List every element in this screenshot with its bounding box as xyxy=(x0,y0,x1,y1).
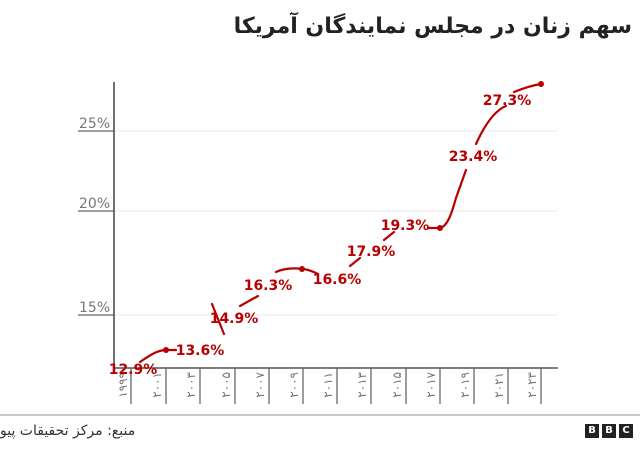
x-tick-1999: ۱۹۹۹ xyxy=(116,372,130,398)
bbc-logo-c: C xyxy=(619,424,633,438)
x-tick-2005: ۲۰۰۵ xyxy=(219,372,233,398)
source-text: منبع: مرکز تحقیقات پیو xyxy=(0,423,136,439)
y-tick-25: 25% xyxy=(79,116,110,132)
data-label-2005: 14.9% xyxy=(210,311,259,327)
data-label-2019: 23.4% xyxy=(449,149,498,165)
x-tick-2021: ۲۰۲۱ xyxy=(492,372,506,398)
data-label-2001: 13.6% xyxy=(176,343,225,359)
y-tick-15: 15% xyxy=(79,300,110,316)
x-tick-2019: ۲۰۱۹ xyxy=(458,372,472,398)
line-chart: 25% 20% 15% ۱۹۹۹ ۲۰۰۱ ۲۰۰۳ ۲۰۰۵ ۲۰۰۷ ۲۰۰… xyxy=(78,81,558,404)
x-tick-2001: ۲۰۰۱ xyxy=(150,372,164,398)
data-labels: 12.9% 13.6% 14.9% 16.3% 16.6% 17.9% 19.3… xyxy=(109,93,532,378)
y-ticks xyxy=(78,130,114,316)
chart-title: سهم زنان در مجلس نمایندگان آمریکا xyxy=(233,14,632,39)
data-points xyxy=(163,81,544,353)
data-label-2013: 17.9% xyxy=(347,244,396,260)
x-tick-2011: ۲۰۱۱ xyxy=(321,372,335,398)
bbc-logo-b2: B xyxy=(602,424,616,438)
x-tick-2017: ۲۰۱۷ xyxy=(424,371,438,397)
x-tick-2009: ۲۰۰۹ xyxy=(287,372,301,398)
footer-divider xyxy=(0,414,640,416)
x-tick-2015: ۲۰۱۵ xyxy=(390,372,404,398)
x-tick-2023: ۲۰۲۳ xyxy=(525,371,539,397)
bbc-logo: B B C xyxy=(585,424,633,438)
gridlines xyxy=(114,130,558,316)
x-tick-2007: ۲۰۰۷ xyxy=(253,371,267,397)
x-tick-2013: ۲۰۱۳ xyxy=(355,371,369,397)
data-label-2021: 27.3% xyxy=(483,93,532,109)
data-line xyxy=(138,82,543,364)
x-tick-2003: ۲۰۰۳ xyxy=(184,371,198,397)
x-dividers xyxy=(130,368,542,404)
y-tick-labels: 25% 20% 15% xyxy=(79,116,110,316)
bbc-logo-b1: B xyxy=(585,424,599,438)
data-label-2015: 19.3% xyxy=(381,218,430,234)
x-tick-labels: ۱۹۹۹ ۲۰۰۱ ۲۰۰۳ ۲۰۰۵ ۲۰۰۷ ۲۰۰۹ ۲۰۱۱ ۲۰۱۳ … xyxy=(116,371,539,397)
data-label-2011: 16.6% xyxy=(313,272,362,288)
y-tick-20: 20% xyxy=(79,196,110,212)
data-label-1999: 12.9% xyxy=(109,362,158,378)
data-label-2007: 16.3% xyxy=(244,278,293,294)
